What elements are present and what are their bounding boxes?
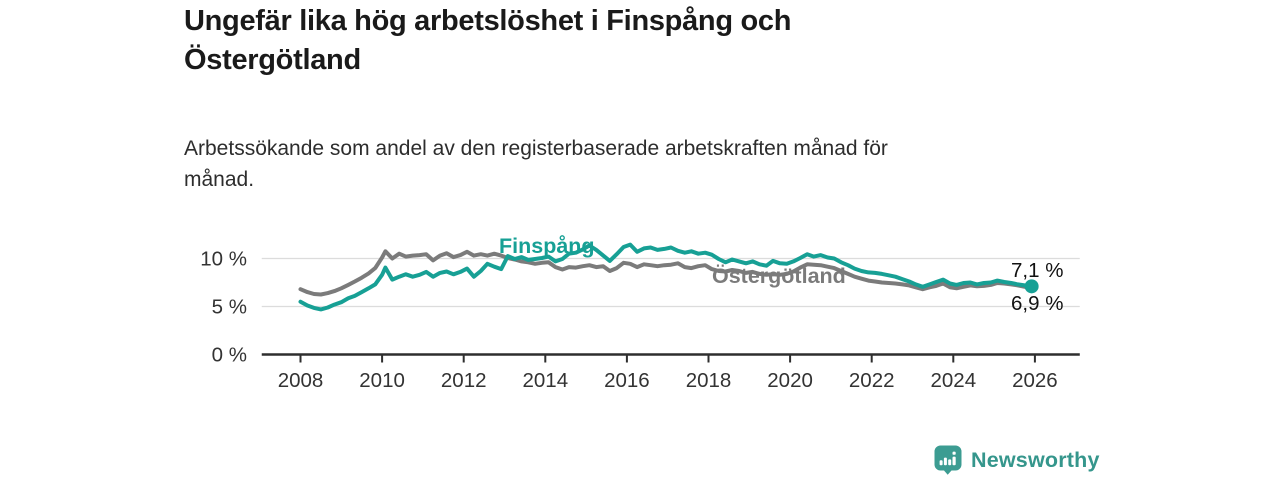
x-tick-label: 2008 [278, 369, 324, 392]
series-line-finspång [298, 242, 1034, 312]
series-end-dot [1024, 279, 1039, 294]
series-label-finspång: Finspång [499, 234, 595, 258]
x-tick-label: 2010 [359, 369, 405, 392]
x-tick-label: 2020 [767, 369, 813, 392]
end-value-label: 6,9 % [1011, 292, 1063, 315]
x-tick-label: 2022 [849, 369, 895, 392]
x-tick-label: 2018 [686, 369, 732, 392]
chart-subtitle-line1: Arbetssökande som andel av den registerb… [184, 137, 888, 160]
newsworthy-logo[interactable]: Newsworthy [934, 445, 1100, 475]
series-label-östergötland: Östergötland [712, 263, 846, 288]
x-tick-label: 2026 [1012, 369, 1058, 392]
y-tick-label: 10 % [200, 248, 247, 271]
y-tick-label: 0 % [212, 344, 247, 367]
page-title-line2: Östergötland [184, 44, 361, 76]
x-tick-label: 2024 [930, 369, 976, 392]
chart-subtitle-line2: månad. [184, 168, 255, 191]
newsworthy-brand-text: Newsworthy [971, 447, 1100, 472]
x-tick-label: 2012 [441, 369, 487, 392]
page-title-line1: Ungefär lika hög arbetslöshet i Finspång… [184, 5, 792, 37]
end-value-label: 7,1 % [1011, 259, 1063, 282]
page-title: Ungefär lika hög arbetslöshet i Finspång… [184, 2, 791, 80]
bar-chart-speech-bubble-icon [934, 445, 962, 475]
y-tick-label: 5 % [212, 296, 247, 319]
chart-subtitle: Arbetssökande som andel av den registerb… [184, 133, 888, 195]
x-tick-label: 2016 [604, 369, 650, 392]
series-line-östergötland [298, 249, 1034, 297]
x-tick-label: 2014 [522, 369, 568, 392]
